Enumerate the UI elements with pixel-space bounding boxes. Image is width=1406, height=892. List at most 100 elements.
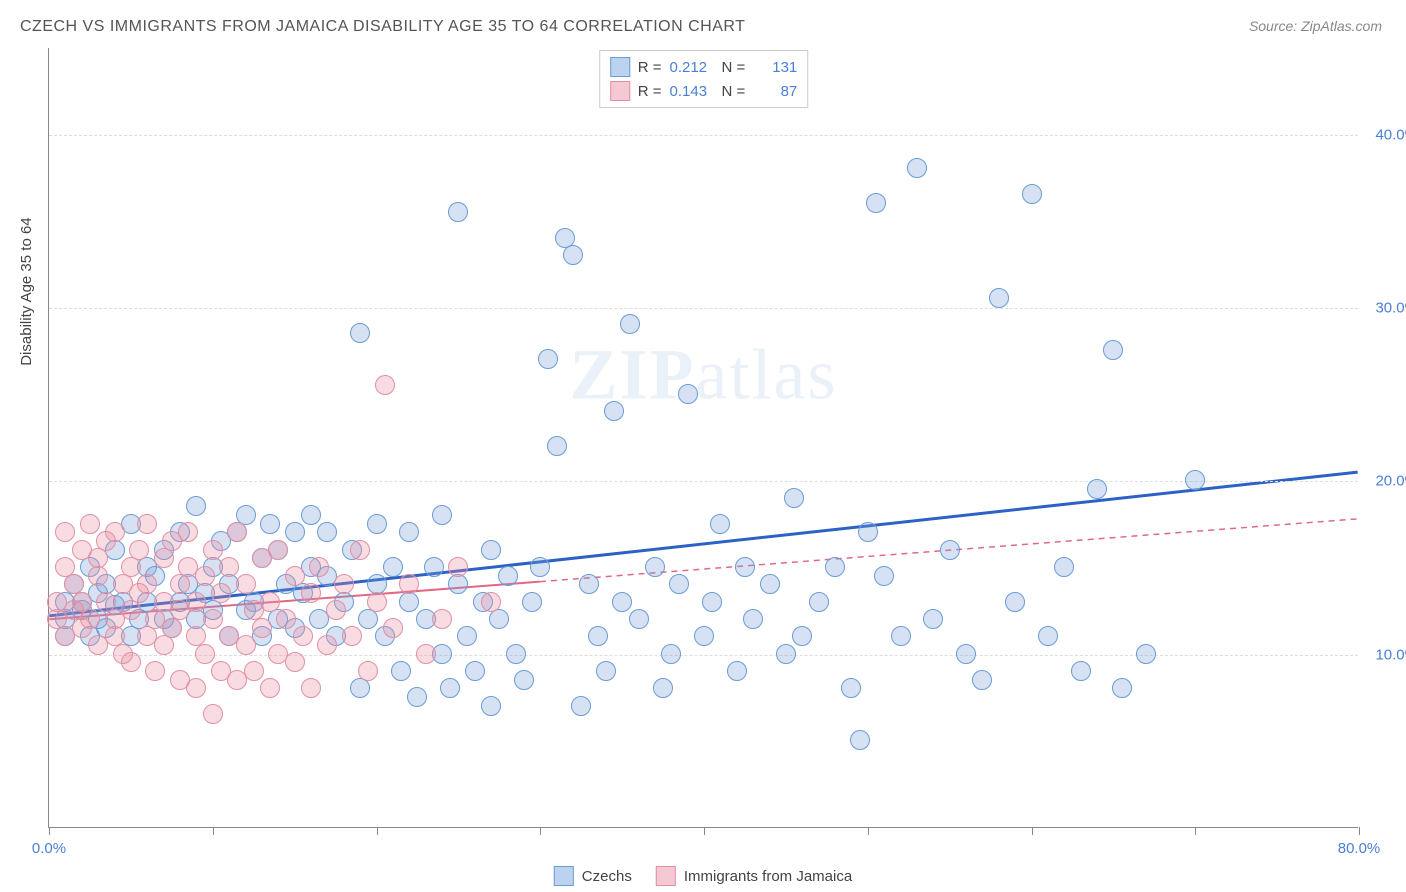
jamaica-point <box>358 661 378 681</box>
jamaica-point <box>268 540 288 560</box>
czechs-point <box>784 488 804 508</box>
y-axis-label: Disability Age 35 to 64 <box>18 217 35 365</box>
czechs-point <box>424 557 444 577</box>
czechs-point <box>760 574 780 594</box>
jamaica-point <box>383 618 403 638</box>
jamaica-point <box>285 652 305 672</box>
czechs-point <box>1112 678 1132 698</box>
jamaica-point <box>342 626 362 646</box>
jamaica-point <box>236 635 256 655</box>
jamaica-point <box>448 557 468 577</box>
y-tick-label: 10.0% <box>1363 646 1406 663</box>
x-tick-label: 80.0% <box>1338 840 1381 857</box>
x-tick <box>377 827 378 835</box>
jamaica-point <box>236 574 256 594</box>
czechs-point <box>735 557 755 577</box>
jamaica-point <box>186 678 206 698</box>
jamaica-point <box>145 661 165 681</box>
jamaica-point <box>129 540 149 560</box>
r-value: 0.212 <box>670 59 714 76</box>
czechs-point <box>186 496 206 516</box>
statbox-row-czechs: R =0.212N =131 <box>610 55 798 79</box>
czechs-point <box>1054 557 1074 577</box>
czechs-point <box>547 436 567 456</box>
jamaica-point <box>186 592 206 612</box>
gridline <box>49 481 1358 482</box>
czechs-point <box>653 678 673 698</box>
czechs-point <box>866 193 886 213</box>
source-name: ZipAtlas.com <box>1301 18 1382 34</box>
czechs-point <box>481 540 501 560</box>
czechs-point <box>907 158 927 178</box>
jamaica-point <box>375 375 395 395</box>
czechs-point <box>1136 644 1156 664</box>
czechs-point <box>588 626 608 646</box>
source-prefix: Source: <box>1249 18 1301 34</box>
czechs-point <box>596 661 616 681</box>
jamaica-point <box>252 618 272 638</box>
jamaica-point <box>195 644 215 664</box>
y-tick-label: 40.0% <box>1363 126 1406 143</box>
czechs-point <box>604 401 624 421</box>
czechs-point <box>956 644 976 664</box>
czechs-point <box>498 566 518 586</box>
czechs-point <box>1038 626 1058 646</box>
gridline <box>49 135 1358 136</box>
jamaica-swatch-icon <box>610 81 630 101</box>
czechs-point <box>407 687 427 707</box>
jamaica-point <box>219 557 239 577</box>
jamaica-point <box>244 661 264 681</box>
czechs-point <box>940 540 960 560</box>
jamaica-point <box>211 583 231 603</box>
czechs-point <box>530 557 550 577</box>
x-tick <box>540 827 541 835</box>
czechs-point <box>538 349 558 369</box>
x-tick <box>1195 827 1196 835</box>
czechs-point <box>1103 340 1123 360</box>
r-label: R = <box>638 59 662 76</box>
czechs-point <box>481 696 501 716</box>
czechs-point <box>841 678 861 698</box>
x-tick <box>868 827 869 835</box>
czechs-point <box>989 288 1009 308</box>
x-tick-label: 0.0% <box>32 840 66 857</box>
series-legend: CzechsImmigrants from Jamaica <box>554 866 852 886</box>
czechs-point <box>489 609 509 629</box>
y-tick-label: 20.0% <box>1363 473 1406 490</box>
r-value: 0.143 <box>670 83 714 100</box>
czechs-point <box>260 514 280 534</box>
czechs-point <box>891 626 911 646</box>
czechs-point <box>1185 470 1205 490</box>
czechs-point <box>440 678 460 698</box>
czechs-point <box>317 522 337 542</box>
n-label: N = <box>722 83 746 100</box>
jamaica-point <box>121 557 141 577</box>
jamaica-point <box>88 548 108 568</box>
czechs-point <box>1005 592 1025 612</box>
czechs-point <box>923 609 943 629</box>
statbox-row-jamaica: R =0.143N =87 <box>610 79 798 103</box>
x-tick <box>1359 827 1360 835</box>
jamaica-point <box>137 514 157 534</box>
jamaica-point <box>195 566 215 586</box>
jamaica-point <box>137 574 157 594</box>
jamaica-point <box>432 609 452 629</box>
czechs-point <box>457 626 477 646</box>
n-value: 87 <box>753 83 797 100</box>
jamaica-point <box>88 566 108 586</box>
jamaica-point <box>260 678 280 698</box>
jamaica-point <box>260 592 280 612</box>
czechs-point <box>399 522 419 542</box>
legend-label: Immigrants from Jamaica <box>684 868 852 885</box>
czechs-point <box>350 323 370 343</box>
jamaica-point <box>170 574 190 594</box>
czechs-point <box>432 505 452 525</box>
scatter-plot-area: ZIPatlas R =0.212N =131R =0.143N =87 10.… <box>48 48 1358 828</box>
jamaica-point <box>285 566 305 586</box>
jamaica-point <box>227 522 247 542</box>
czechs-point <box>743 609 763 629</box>
jamaica-point <box>293 626 313 646</box>
czechs-point <box>645 557 665 577</box>
czechs-point <box>563 245 583 265</box>
jamaica-point <box>481 592 501 612</box>
